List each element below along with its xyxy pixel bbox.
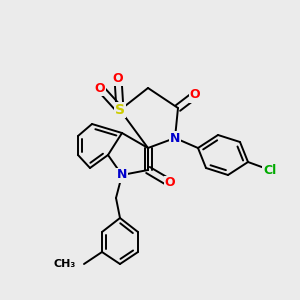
Text: O: O xyxy=(95,82,105,94)
Text: CH₃: CH₃ xyxy=(54,259,76,269)
Text: Cl: Cl xyxy=(263,164,277,176)
Text: S: S xyxy=(115,103,125,117)
Text: O: O xyxy=(190,88,200,101)
Text: N: N xyxy=(117,169,127,182)
Text: O: O xyxy=(165,176,175,190)
Text: N: N xyxy=(170,131,180,145)
Text: O: O xyxy=(113,71,123,85)
